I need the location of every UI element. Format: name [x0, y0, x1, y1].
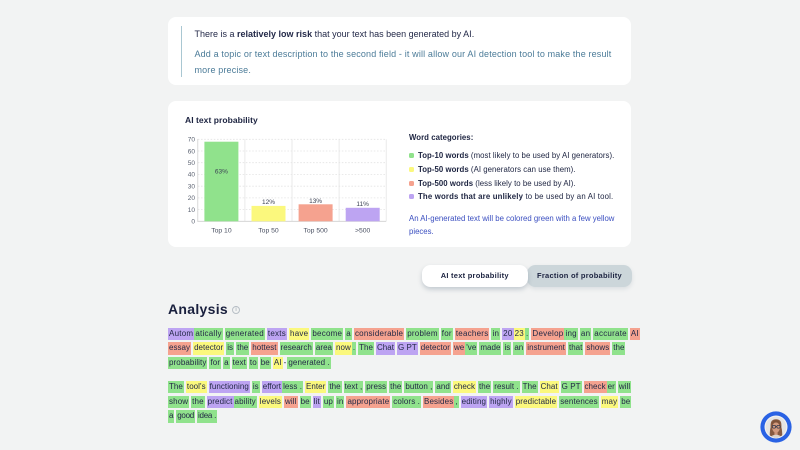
svg-text:12%: 12% [262, 199, 275, 206]
svg-text:63%: 63% [215, 168, 228, 175]
svg-text:Top 500: Top 500 [304, 228, 328, 235]
svg-text:Top 10: Top 10 [211, 228, 232, 235]
svg-text:0: 0 [191, 219, 195, 226]
svg-text:11%: 11% [356, 201, 369, 208]
svg-text:20: 20 [188, 195, 196, 202]
svg-text:>500: >500 [355, 228, 371, 235]
svg-text:60: 60 [188, 148, 196, 155]
svg-text:70: 70 [188, 137, 196, 144]
svg-text:13%: 13% [309, 198, 322, 205]
svg-text:50: 50 [188, 160, 196, 167]
svg-text:Top 50: Top 50 [258, 228, 279, 235]
svg-text:30: 30 [188, 184, 196, 191]
svg-text:40: 40 [188, 172, 196, 179]
svg-text:10: 10 [188, 207, 196, 214]
